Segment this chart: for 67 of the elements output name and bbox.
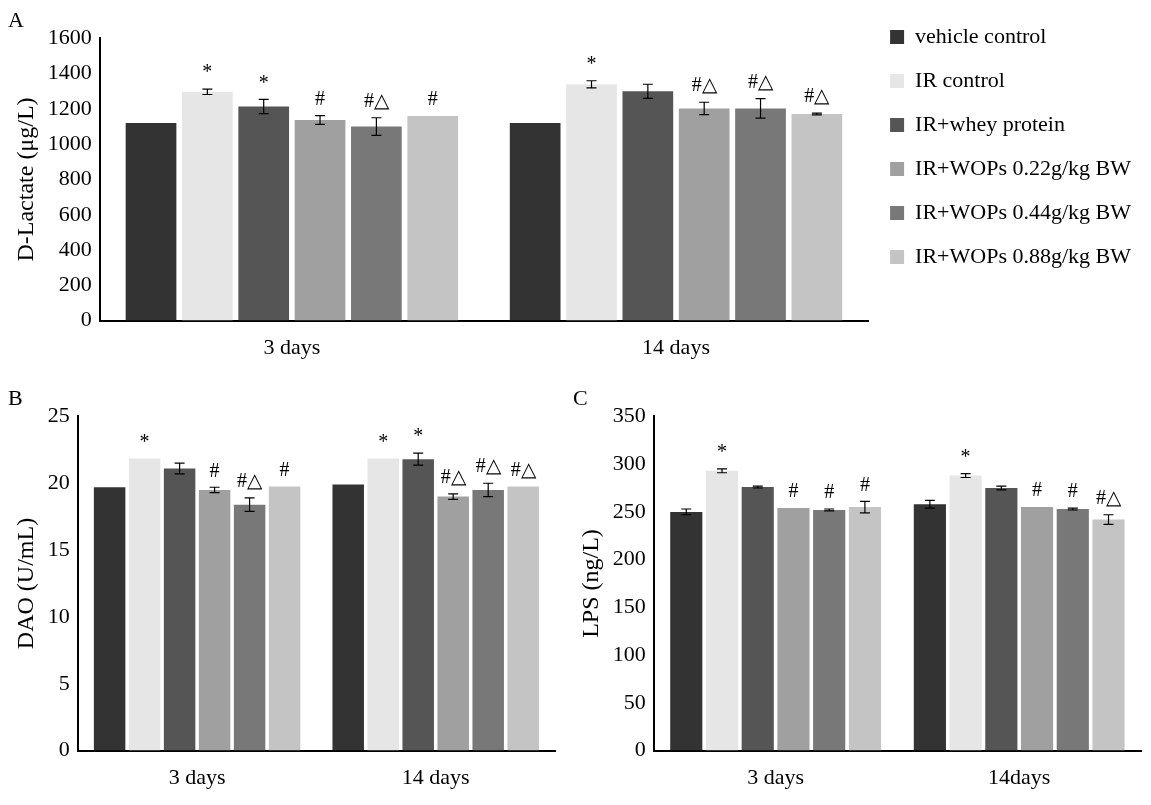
y-tick-label: 0 (634, 736, 646, 762)
y-tick-label: 1000 (47, 130, 92, 156)
data-label: * (202, 60, 213, 83)
data-label: * (586, 51, 597, 74)
y-tick-label: 25 (47, 402, 70, 428)
data-label: #△ (1096, 486, 1123, 508)
legend-label: IR+WOPs 0.22g/kg BW (915, 154, 1132, 180)
y-tick-label: 250 (612, 497, 646, 523)
data-label: # (279, 457, 290, 480)
y-tick-label: 5 (58, 669, 70, 695)
data-label: * (717, 440, 728, 463)
legend-label: IR control (915, 66, 1005, 92)
y-tick-label: 400 (58, 235, 92, 261)
x-tick-label: 3 days (263, 333, 321, 359)
data-label: # (209, 458, 220, 481)
y-tick-label: 300 (612, 449, 646, 475)
legend-label: IR+whey protein (915, 110, 1065, 136)
x-tick-label: 3 days (747, 763, 805, 789)
data-label: #△ (804, 84, 831, 107)
data-label: # (859, 472, 870, 495)
data-label: # (427, 87, 438, 110)
y-tick-label: 1400 (47, 59, 92, 85)
data-label: * (139, 429, 150, 452)
data-label: #△ (237, 469, 264, 492)
y-axis-title: LPS (ng/L) (576, 529, 603, 638)
data-label: # (824, 480, 835, 503)
y-axis-title: DAO (U/mL) (11, 517, 38, 650)
y-tick-label: 0 (80, 306, 92, 332)
x-tick-label: 3 days (168, 763, 226, 789)
data-label: * (378, 429, 389, 452)
data-label: #△ (363, 89, 390, 112)
data-label: #△ (691, 73, 718, 96)
y-tick-label: 10 (47, 602, 70, 628)
chart-title: A (8, 6, 24, 32)
data-label: #△ (475, 454, 502, 477)
data-label: #△ (440, 465, 467, 488)
data-label: * (258, 70, 269, 93)
data-label: # (788, 479, 799, 502)
y-tick-label: 600 (58, 200, 92, 226)
y-tick-label: 20 (47, 469, 70, 495)
y-tick-label: 800 (58, 165, 92, 191)
data-label: # (1032, 478, 1043, 501)
data-label: #△ (510, 457, 537, 480)
y-axis-title: D-Lactate (μg/L) (11, 97, 38, 262)
legend-label: IR+WOPs 0.44g/kg BW (915, 198, 1132, 224)
y-tick-label: 50 (623, 688, 646, 714)
x-tick-label: 14 days (401, 763, 470, 789)
chart-title: C (573, 384, 588, 410)
x-tick-label: 14 days (642, 333, 710, 359)
data-label: #△ (748, 69, 775, 92)
y-tick-label: 1600 (47, 24, 92, 50)
y-tick-label: 200 (612, 545, 646, 571)
chart-title: B (8, 384, 23, 410)
y-tick-label: 350 (612, 402, 646, 428)
x-tick-label: 14days (988, 763, 1051, 789)
y-tick-label: 1200 (47, 94, 92, 120)
data-label: * (960, 444, 971, 467)
data-label: # (1067, 479, 1078, 502)
legend-label: IR+WOPs 0.88g/kg BW (915, 242, 1132, 268)
data-label: # (315, 86, 326, 109)
y-tick-label: 0 (58, 736, 70, 762)
y-tick-label: 15 (47, 535, 70, 561)
legend-label: vehicle control (915, 22, 1047, 48)
y-tick-label: 200 (58, 271, 92, 297)
y-tick-label: 100 (612, 640, 646, 666)
y-tick-label: 150 (612, 593, 646, 619)
data-label: * (413, 424, 424, 447)
